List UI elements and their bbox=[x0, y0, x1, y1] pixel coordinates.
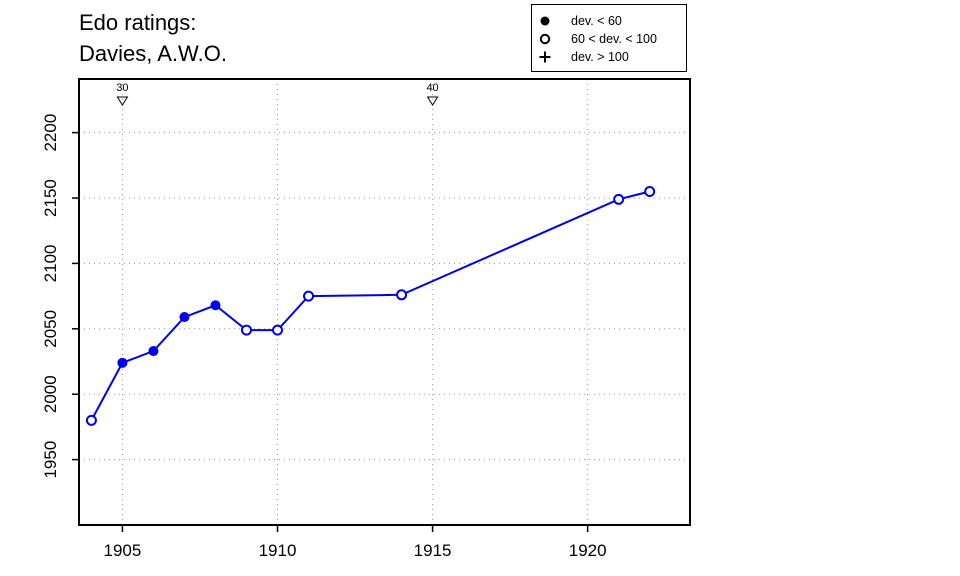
y-tick-label: 2000 bbox=[41, 375, 60, 413]
x-tick-label: 1905 bbox=[104, 541, 142, 560]
annotation-triangle bbox=[426, 96, 439, 106]
data-point-filled bbox=[148, 346, 159, 357]
legend-item-filled: dev. < 60 bbox=[532, 12, 686, 30]
data-point-filled bbox=[117, 357, 128, 368]
legend-label: 60 < dev. < 100 bbox=[571, 32, 657, 46]
data-point-open bbox=[85, 414, 97, 426]
data-point-filled bbox=[179, 312, 190, 323]
data-point-open bbox=[271, 324, 283, 336]
data-point-open bbox=[303, 290, 315, 302]
data-point-open bbox=[644, 185, 656, 197]
x-tick-label: 1915 bbox=[414, 541, 452, 560]
y-tick-label: 2050 bbox=[41, 310, 60, 348]
legend-item-open: 60 < dev. < 100 bbox=[532, 30, 686, 48]
annotation-label: 40 bbox=[426, 82, 438, 94]
legend-label: dev. > 100 bbox=[571, 50, 629, 64]
chart-title-line-1: Edo ratings: bbox=[79, 10, 197, 35]
axes: 1905 1910 1915 1920 1950 2000 2050 2100 2150 2200 bbox=[41, 114, 607, 560]
grid bbox=[79, 79, 690, 525]
legend-item-plus: dev. > 100 bbox=[532, 48, 686, 66]
y-tick-label: 2150 bbox=[41, 179, 60, 217]
series bbox=[85, 185, 656, 426]
annotation-label: 30 bbox=[116, 82, 128, 94]
chart-title-line-2: Davies, A.W.O. bbox=[79, 41, 227, 66]
filled-circle-icon bbox=[540, 16, 550, 26]
series-line bbox=[90, 190, 650, 421]
y-tick-label: 2100 bbox=[41, 245, 60, 283]
plot-frame bbox=[78, 78, 691, 526]
y-tick-label: 1950 bbox=[41, 441, 60, 479]
data-point-open bbox=[240, 324, 252, 336]
legend-label: dev. < 60 bbox=[571, 14, 622, 28]
legend: dev. < 60 60 < dev. < 100 dev. > 100 bbox=[531, 4, 687, 72]
annotation-triangle bbox=[116, 96, 129, 106]
x-tick-label: 1910 bbox=[259, 541, 297, 560]
plus-icon bbox=[539, 51, 551, 63]
y-tick-label: 2200 bbox=[41, 114, 60, 152]
annotations: 30 40 bbox=[116, 82, 439, 106]
data-point-open bbox=[396, 289, 408, 301]
open-circle-icon bbox=[539, 33, 551, 45]
x-tick-label: 1920 bbox=[569, 541, 607, 560]
data-point-filled bbox=[210, 300, 221, 311]
data-point-open bbox=[613, 193, 625, 205]
